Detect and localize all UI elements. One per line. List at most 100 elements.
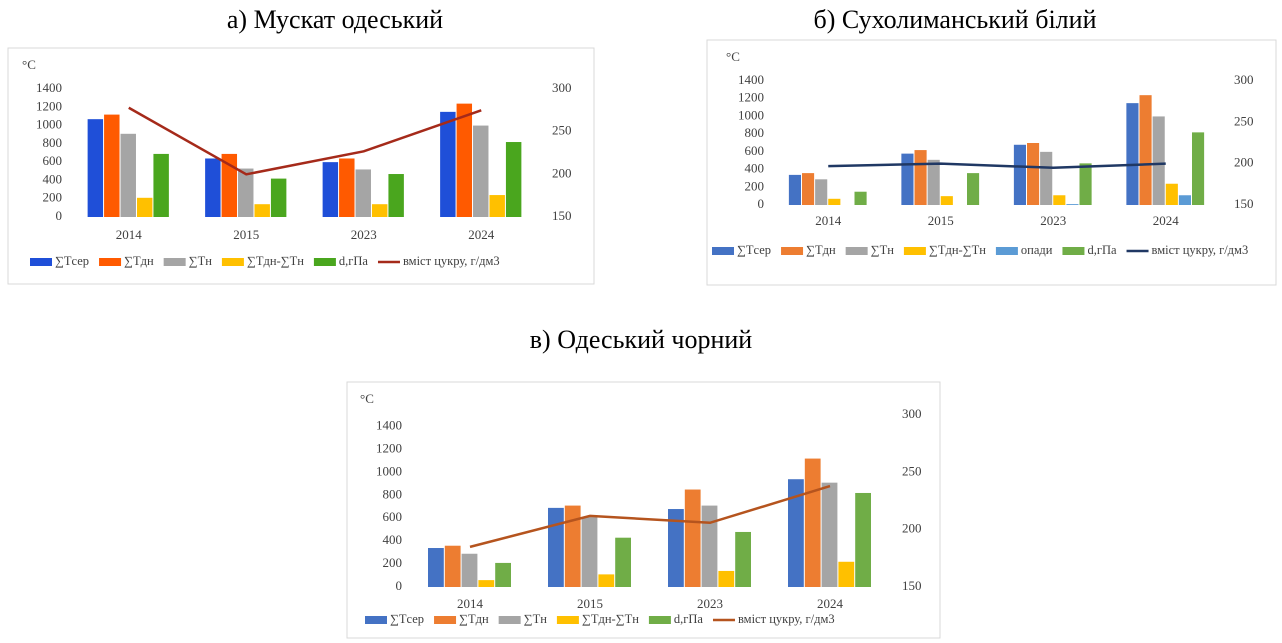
bar	[428, 548, 444, 587]
y2-tick-label: 300	[552, 80, 572, 95]
bar	[1126, 103, 1139, 205]
y-tick-label: 0	[396, 578, 403, 593]
legend-swatch	[556, 616, 579, 624]
y2-tick-label: 300	[902, 406, 922, 421]
bar	[788, 479, 804, 587]
bar	[855, 492, 871, 587]
y2-tick-label: 150	[1234, 196, 1254, 211]
bar	[461, 553, 478, 587]
bar	[788, 174, 801, 205]
legend-swatch	[712, 247, 734, 255]
x-tick-label: 2024	[817, 596, 844, 611]
chart-box	[706, 39, 1277, 286]
bar	[598, 574, 615, 587]
legend-label: ∑Tн	[871, 243, 895, 257]
y-tick-label: 0	[56, 208, 63, 223]
x-tick-label: 2015	[233, 227, 259, 242]
bar	[940, 196, 953, 205]
y-tick-label: 1400	[36, 80, 62, 95]
y-tick-label: 800	[43, 135, 63, 150]
bar	[668, 509, 684, 587]
legend-label: d,гПа	[674, 612, 704, 626]
x-tick-label: 2023	[697, 596, 723, 611]
legend-label: вміст цукру, г/дм3	[1152, 243, 1249, 257]
y-axis-label: °C	[22, 57, 36, 72]
bar	[440, 111, 456, 217]
legend-swatch	[995, 247, 1018, 255]
bar	[1152, 116, 1165, 205]
bar	[901, 153, 914, 205]
bar	[495, 562, 511, 587]
y-tick-label: 600	[43, 153, 63, 168]
legend-label: d,гПа	[339, 254, 369, 268]
legend-swatch	[99, 258, 122, 266]
bar	[927, 159, 940, 205]
bar	[1013, 144, 1026, 205]
legend-label: ∑Tсер	[390, 612, 424, 626]
y-tick-label: 1400	[376, 417, 402, 432]
bar	[1139, 95, 1152, 205]
bar	[104, 114, 120, 217]
y2-tick-label: 200	[552, 165, 572, 180]
x-tick-label: 2015	[928, 213, 954, 228]
y-tick-label: 800	[745, 125, 765, 140]
y-tick-label: 1200	[738, 90, 764, 105]
line-series	[128, 106, 482, 176]
bar	[444, 545, 461, 587]
y-tick-label: 400	[383, 532, 403, 547]
legend-label: ∑Tсер	[55, 254, 89, 268]
legend-swatch	[903, 247, 926, 255]
bar	[339, 158, 355, 217]
y-tick-label: 1000	[36, 117, 62, 132]
legend-swatch	[365, 616, 387, 624]
chart-title: а) Мускат одеський	[227, 5, 443, 34]
bar	[1040, 151, 1053, 205]
line-series	[469, 484, 831, 549]
y2-tick-label: 250	[552, 123, 572, 138]
bar	[1192, 132, 1205, 205]
legend-label: вміст цукру, г/дм3	[403, 254, 500, 268]
bar	[388, 174, 404, 217]
bar	[735, 531, 751, 587]
x-tick-label: 2023	[351, 227, 377, 242]
line-series	[828, 162, 1166, 170]
y-tick-label: 200	[43, 190, 63, 205]
y-tick-label: 200	[745, 178, 765, 193]
y-axis-label: °C	[726, 49, 740, 64]
y-tick-label: 600	[383, 509, 403, 524]
y-tick-label: 1200	[376, 440, 402, 455]
y-tick-label: 200	[383, 555, 403, 570]
x-tick-label: 2024	[1153, 213, 1180, 228]
bar	[355, 169, 371, 217]
x-tick-label: 2014	[116, 227, 143, 242]
legend-swatch	[313, 258, 336, 266]
bar	[967, 173, 980, 205]
bar	[821, 482, 838, 587]
bar	[322, 162, 339, 217]
bar	[815, 179, 828, 205]
bar	[473, 125, 489, 217]
y-tick-label: 1000	[738, 107, 764, 122]
bar	[854, 191, 867, 205]
bar	[615, 537, 631, 587]
legend-label: ∑Tн	[189, 254, 213, 268]
bar	[1053, 195, 1066, 205]
bar	[1165, 183, 1178, 205]
legend-swatch	[845, 247, 868, 255]
bar	[914, 150, 927, 205]
chart-title: в) Одеський чорний	[530, 325, 753, 354]
x-tick-label: 2023	[1040, 213, 1066, 228]
legend-label: ∑Tдн-∑Tн	[247, 254, 304, 268]
y-tick-label: 600	[745, 143, 765, 158]
legend-label: ∑Tсер	[737, 243, 771, 257]
x-tick-label: 2014	[815, 213, 842, 228]
y2-tick-label: 150	[552, 208, 572, 223]
legend-label: ∑Tдн	[124, 254, 154, 268]
bar	[1079, 163, 1092, 205]
legend-label: ∑Tдн	[806, 243, 836, 257]
bar	[205, 158, 221, 217]
bar	[87, 119, 104, 217]
legend-swatch	[781, 247, 804, 255]
y-tick-label: 0	[758, 196, 765, 211]
legend-swatch	[498, 616, 521, 624]
